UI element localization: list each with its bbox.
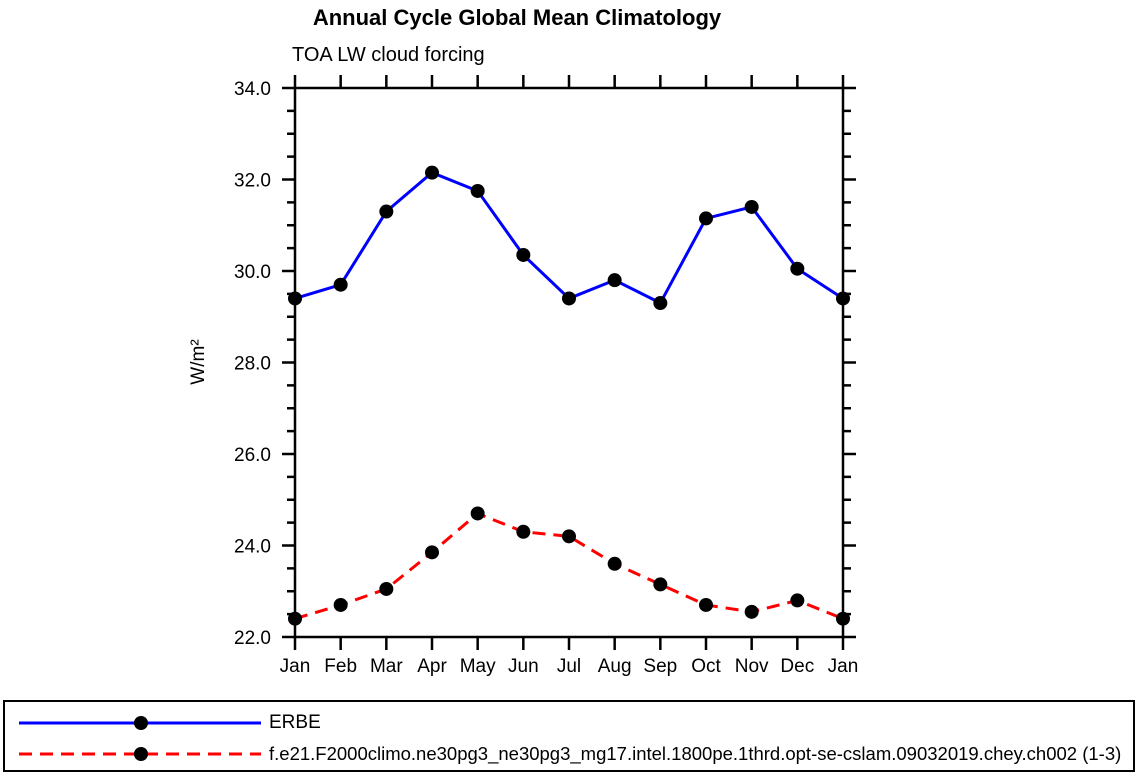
data-point-marker-1 xyxy=(653,577,668,592)
x-tick-label: Dec xyxy=(780,656,814,677)
y-tick-label: 28.0 xyxy=(234,354,271,375)
data-point-marker-1 xyxy=(562,529,576,544)
y-tick-label: 26.0 xyxy=(234,445,271,466)
y-tick-label: 24.0 xyxy=(234,537,271,558)
data-point-marker-0 xyxy=(288,291,302,306)
data-point-marker-0 xyxy=(516,247,531,262)
data-point-marker-1 xyxy=(425,545,439,560)
data-point-marker-1 xyxy=(790,593,805,608)
data-point-marker-0 xyxy=(836,291,850,306)
x-tick-label: May xyxy=(460,656,496,677)
plot-area: 22.0 24.0 26.0 28.0 30.0 32.0 34.0 Jan Feb Mar Apr… xyxy=(234,75,858,677)
data-point-marker-0 xyxy=(562,291,576,306)
legend-line-sample-solid-icon xyxy=(19,716,261,730)
data-point-marker-0 xyxy=(333,277,348,292)
x-tick-label: Mar xyxy=(370,656,403,677)
legend-item-model: f.e21.F2000climo.ne30pg3_ne30pg3_mg17.in… xyxy=(13,739,1121,769)
legend: ERBE f.e21.F2000climo.ne30pg3_ne30pg3_mg… xyxy=(3,700,1135,772)
data-point-marker-0 xyxy=(379,204,394,219)
data-point-marker-1 xyxy=(288,611,302,626)
data-point-marker-1 xyxy=(699,597,713,612)
x-tick-label: Oct xyxy=(691,656,721,677)
series-line-1 xyxy=(294,511,844,621)
series-line-0 xyxy=(294,170,844,306)
x-tick-label: Sep xyxy=(643,656,677,677)
plot-frame xyxy=(293,86,845,639)
data-point-marker-0 xyxy=(470,183,485,198)
x-tick-label: Jul xyxy=(557,656,581,677)
x-tick-label: Jun xyxy=(508,656,539,677)
x-tick-label: Feb xyxy=(324,656,357,677)
legend-label-model: f.e21.F2000climo.ne30pg3_ne30pg3_mg17.in… xyxy=(269,743,1122,764)
y-tick-label: 32.0 xyxy=(234,171,271,192)
data-point-marker-0 xyxy=(653,296,668,311)
data-point-marker-0 xyxy=(744,199,759,214)
legend-label-erbe: ERBE xyxy=(269,712,321,733)
legend-line-sample-dashed-icon xyxy=(19,747,261,761)
data-point-marker-1 xyxy=(470,506,485,521)
data-point-marker-0 xyxy=(607,273,622,288)
data-point-marker-1 xyxy=(744,604,759,619)
x-tick-label: Nov xyxy=(735,656,769,677)
data-point-marker-0 xyxy=(425,165,439,180)
data-point-marker-1 xyxy=(333,597,348,612)
legend-item-erbe: ERBE xyxy=(13,708,321,738)
y-axis-label: W/m² xyxy=(188,339,209,384)
x-tick-label: Jan xyxy=(828,656,859,677)
data-point-marker-0 xyxy=(790,261,805,276)
y-tick-label: 30.0 xyxy=(234,262,271,283)
chart-subtitle: TOA LW cloud forcing xyxy=(292,44,485,66)
data-point-marker-1 xyxy=(516,524,531,539)
chart-title: Annual Cycle Global Mean Climatology xyxy=(313,5,722,30)
y-tick-label: 34.0 xyxy=(234,79,271,100)
data-point-marker-1 xyxy=(607,556,622,571)
x-tick-label: Aug xyxy=(598,656,632,677)
x-tick-label: Jan xyxy=(280,656,311,677)
data-point-marker-1 xyxy=(836,611,850,626)
y-tick-label: 22.0 xyxy=(234,628,271,649)
data-point-marker-0 xyxy=(699,211,713,226)
x-tick-label: Apr xyxy=(417,656,447,677)
data-point-marker-1 xyxy=(379,581,394,596)
